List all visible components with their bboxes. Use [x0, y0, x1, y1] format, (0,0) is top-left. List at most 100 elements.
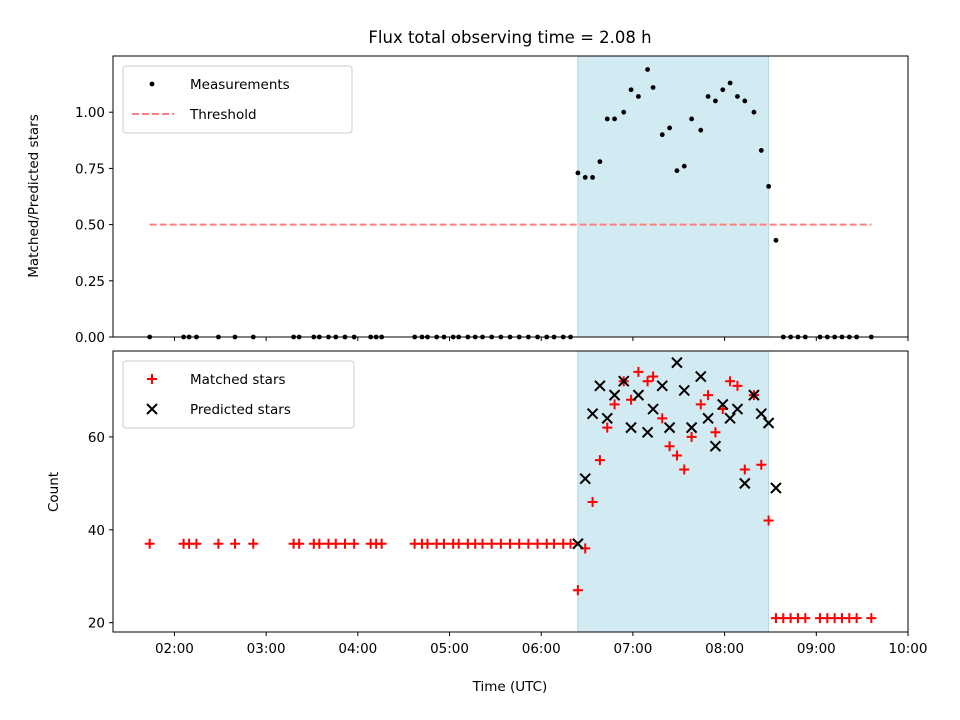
matched-star-marker: [671, 450, 682, 461]
x-tick-label: 05:00: [430, 641, 469, 657]
measurement-point: [597, 159, 603, 165]
matched-star-marker: [549, 538, 560, 549]
predicted-star-marker: [671, 356, 683, 369]
matched-star-marker: [376, 538, 387, 549]
x-tick-label: 08:00: [705, 641, 744, 657]
measurement-point: [727, 80, 733, 86]
matched-star-marker: [565, 538, 576, 549]
flux-ratio-panel: 0.00 0.25 0.50 0.75 1.00 Measurements Threshol…: [75, 55, 909, 346]
measurement-point: [612, 116, 617, 122]
x-axis-label: Time (UTC): [472, 679, 548, 695]
predicted-star-marker: [709, 440, 722, 452]
legend-label: Measurements: [190, 77, 290, 93]
matched-star-marker: [439, 538, 450, 549]
measurement-point: [582, 174, 588, 180]
matched-star-marker: [609, 399, 620, 410]
measurement-point: [698, 127, 704, 133]
matched-star-marker: [657, 413, 668, 424]
matched-star-marker: [453, 538, 464, 549]
matched-star-marker: [248, 538, 259, 549]
predicted-star-marker: [601, 412, 613, 425]
matched-star-marker: [686, 431, 697, 442]
matched-star-marker: [532, 538, 543, 549]
measurement-point: [590, 174, 595, 180]
matched-star-marker: [732, 380, 743, 391]
predicted-star-marker: [594, 380, 606, 392]
bottom-legend: Matched stars Predicted stars: [122, 360, 355, 429]
matched-star-marker: [703, 390, 714, 401]
matched-star-marker: [679, 464, 690, 475]
matched-star-marker: [229, 538, 240, 549]
predicted-star-marker: [770, 482, 782, 494]
measurement-point: [758, 148, 764, 153]
predicted-star-marker: [702, 412, 714, 425]
matched-star-marker: [633, 366, 644, 377]
matched-star-marker: [642, 376, 653, 387]
measurement-point: [667, 125, 672, 131]
predicted-star-marker: [695, 370, 707, 383]
measurement-point: [773, 237, 779, 243]
measurement-point: [681, 163, 687, 169]
measurement-point: [713, 98, 718, 104]
measurement-point: [705, 94, 711, 99]
matched-star-marker: [710, 427, 721, 438]
matched-star-marker: [523, 538, 534, 549]
legend-label: Threshold: [189, 107, 257, 123]
predicted-star-marker: [685, 421, 698, 434]
measurement-point: [720, 87, 726, 93]
x-tick-label: 10:00: [889, 641, 928, 657]
x-tick-label: 09:00: [797, 641, 836, 657]
bottom-observing-window-span: [577, 350, 770, 633]
top-y-tick-label: 0.25: [75, 274, 105, 290]
legend-measurements-marker: [149, 81, 155, 87]
predicted-star-marker: [678, 384, 690, 397]
x-tick-label: 06:00: [522, 641, 561, 657]
matched-star-marker: [851, 613, 862, 624]
top-y-axis-label: Matched/Predicted stars: [26, 114, 42, 277]
measurement-point: [659, 132, 665, 138]
matched-star-marker: [505, 538, 516, 549]
x-tick-label: 02:00: [155, 641, 194, 657]
matched-star-marker: [763, 515, 774, 526]
matched-star-marker: [725, 376, 736, 387]
matched-star-marker: [213, 538, 224, 549]
measurement-point: [575, 170, 581, 176]
matched-star-marker: [339, 538, 350, 549]
x-tick-label: 04:00: [338, 641, 377, 657]
bottom-legend-box: [122, 360, 355, 429]
matched-star-marker: [514, 538, 525, 549]
top-y-tick-label: 0.75: [75, 161, 105, 177]
legend-predicted-marker: [146, 403, 158, 415]
x-tick-label: 07:00: [613, 641, 652, 657]
bottom-axes-frame: [112, 350, 909, 633]
predicted-star-marker: [586, 407, 599, 420]
legend-matched-marker: [147, 374, 157, 384]
matched-star-marker: [486, 538, 497, 549]
predicted-star-marker: [647, 403, 659, 415]
top-axes-frame: [112, 55, 909, 338]
matched-star-marker: [594, 455, 605, 466]
bottom-y-tick-label: 40: [88, 523, 105, 539]
measurement-point: [689, 116, 694, 122]
predicted-star-marker: [608, 389, 621, 401]
matched-star-marker: [664, 441, 675, 452]
star-count-panel: 20 40 60 02:00 03:00 04:00 05:00 06:00 07:00 08:0…: [88, 350, 928, 657]
predicted-star-marker: [731, 403, 744, 415]
measurement-point: [636, 94, 641, 99]
matched-star-marker: [495, 538, 506, 549]
predicted-star-marker: [762, 417, 775, 429]
matched-star-marker: [349, 538, 360, 549]
matched-star-marker: [477, 538, 488, 549]
predicted-star-marker: [724, 412, 736, 425]
top-legend-box: [122, 65, 353, 134]
top-y-tick-label: 1.00: [75, 105, 105, 121]
top-y-tick-label: 0.50: [75, 218, 105, 234]
measurement-point: [742, 98, 748, 104]
measurement-point: [766, 183, 772, 189]
matched-star-marker: [191, 538, 202, 549]
matched-star-marker: [572, 585, 583, 596]
predicted-star-marker: [632, 389, 645, 401]
predicted-star-marker: [755, 407, 767, 420]
